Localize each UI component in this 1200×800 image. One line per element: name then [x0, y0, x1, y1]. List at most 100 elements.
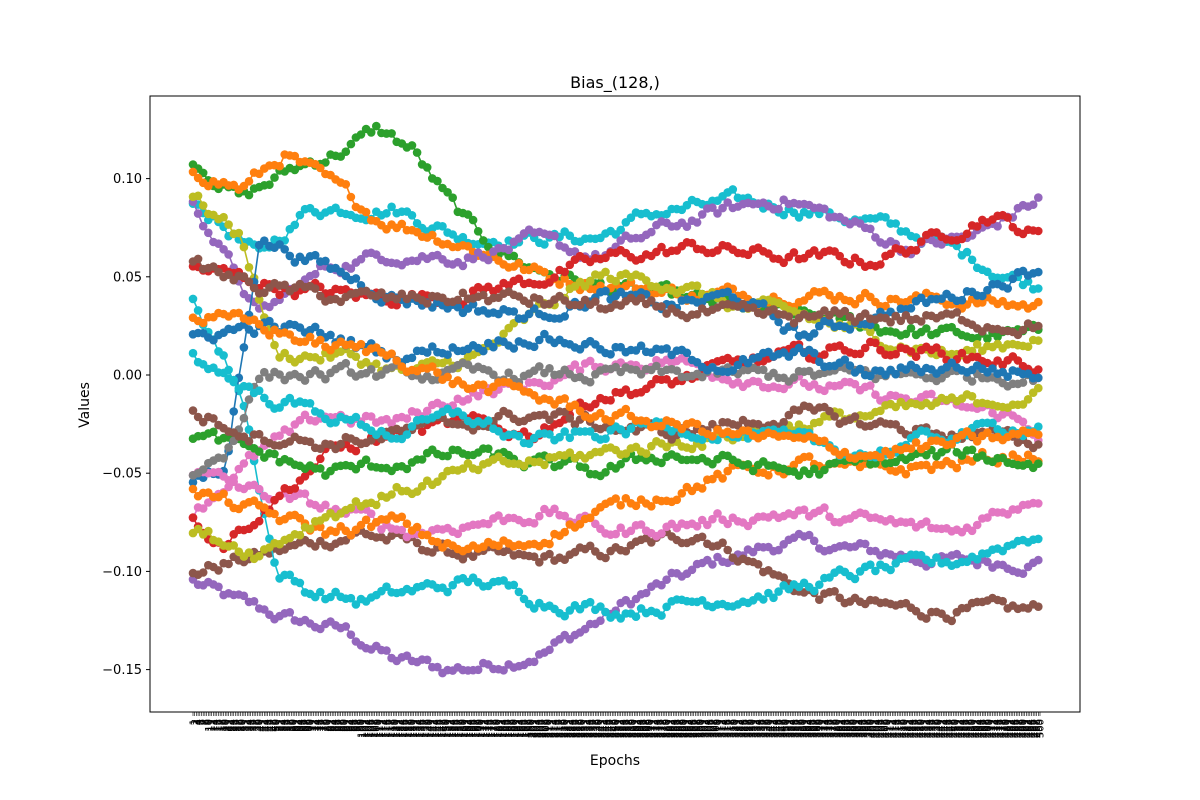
data-point: [820, 386, 829, 396]
data-point: [397, 219, 407, 229]
data-point: [866, 224, 875, 234]
data-point: [428, 230, 437, 240]
data-point: [687, 565, 697, 575]
data-point: [927, 558, 936, 568]
data-point: [387, 129, 396, 138]
data-point: [540, 460, 549, 470]
data-point: [341, 180, 351, 189]
data-point: [529, 657, 539, 667]
data-point: [204, 228, 213, 238]
data-point: [1003, 213, 1012, 222]
data-point: [351, 446, 361, 456]
data-point: [845, 260, 855, 269]
data-point: [809, 586, 819, 596]
data-point: [412, 538, 422, 548]
data-point: [270, 509, 279, 519]
data-point: [402, 519, 412, 528]
data-point: [346, 192, 356, 202]
data-point: [560, 312, 569, 321]
data-point: [351, 352, 361, 362]
data-point: [585, 356, 595, 366]
data-point: [463, 242, 473, 251]
data-point: [1018, 569, 1028, 578]
data-point: [188, 294, 198, 304]
data-point: [850, 412, 860, 421]
data-point: [1023, 342, 1033, 352]
data-point: [662, 602, 671, 612]
data-point: [382, 582, 391, 591]
series-8: [188, 294, 1043, 623]
data-point: [697, 596, 707, 605]
data-point: [662, 575, 671, 584]
data-point: [219, 351, 228, 360]
data-point: [804, 530, 814, 540]
data-point: [219, 454, 228, 463]
data-point: [555, 280, 564, 289]
data-point: [310, 269, 320, 279]
data-point: [753, 377, 763, 387]
data-point: [193, 209, 203, 218]
data-point: [901, 329, 911, 339]
data-point: [962, 247, 972, 257]
y-axis-label: Values: [77, 382, 93, 428]
data-point: [484, 255, 493, 265]
data-point: [275, 290, 284, 300]
data-point: [585, 597, 595, 607]
data-point: [876, 260, 885, 269]
data-point: [346, 139, 356, 149]
data-point: [443, 350, 452, 360]
series-10: [188, 236, 1043, 487]
data-point: [774, 545, 783, 555]
data-point: [372, 500, 381, 510]
data-point: [529, 552, 539, 561]
data-point: [214, 239, 223, 248]
data-point: [468, 215, 478, 225]
data-point: [514, 431, 524, 441]
data-point: [402, 430, 412, 439]
data-point: [657, 242, 666, 252]
data-point: [305, 399, 315, 408]
data-point: [316, 587, 325, 597]
data-point: [545, 381, 554, 391]
data-point: [585, 541, 595, 551]
data-point: [346, 264, 356, 273]
data-point: [356, 281, 366, 290]
data-point: [1034, 336, 1043, 345]
data-point: [316, 163, 325, 173]
data-point: [239, 413, 249, 423]
data-point: [402, 414, 412, 423]
data-point: [361, 455, 371, 465]
data-point: [850, 574, 860, 584]
data-point: [382, 209, 391, 218]
data-point: [260, 236, 269, 245]
y-tick-label: −0.10: [102, 565, 142, 580]
data-point: [244, 190, 254, 200]
data-point: [947, 616, 956, 626]
data-point: [254, 551, 264, 561]
data-point: [387, 419, 396, 428]
data-point: [407, 141, 417, 150]
data-point: [815, 595, 824, 604]
data-point: [697, 484, 707, 493]
data-point: [809, 329, 819, 338]
data-point: [845, 361, 855, 370]
data-point: [473, 665, 483, 675]
data-point: [366, 509, 376, 518]
data-point: [718, 474, 727, 483]
data-point: [1034, 267, 1043, 277]
data-point: [239, 591, 249, 601]
data-point: [723, 545, 732, 555]
data-point: [881, 301, 890, 311]
data-point: [886, 565, 895, 575]
data-point: [229, 375, 238, 385]
data-point: [1003, 284, 1012, 293]
data-point: [204, 526, 213, 536]
data-point: [285, 608, 295, 617]
data-point: [978, 298, 987, 307]
data-point: [193, 191, 203, 201]
data-point: [545, 645, 554, 655]
data-point: [753, 560, 763, 569]
data-point: [280, 348, 290, 358]
data-point: [631, 612, 641, 621]
data-point: [616, 225, 625, 235]
